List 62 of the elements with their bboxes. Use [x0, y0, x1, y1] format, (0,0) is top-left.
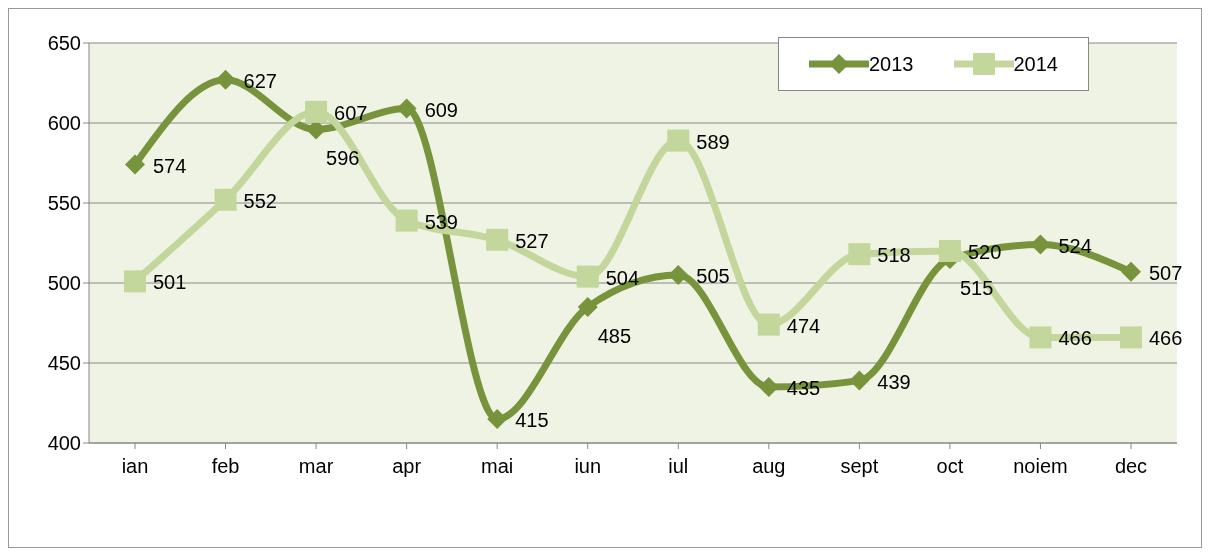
point — [576, 265, 599, 288]
x-tick-label: dec — [1114, 455, 1148, 478]
x-tick-label: feb — [211, 455, 240, 478]
point — [1030, 234, 1051, 255]
x-tick-label: iun — [574, 455, 602, 478]
y-tick-label: 400 — [47, 432, 81, 455]
data-label: 466 — [1149, 327, 1183, 350]
point — [396, 98, 417, 119]
y-tick-label: 600 — [47, 112, 81, 135]
point — [124, 270, 146, 293]
data-label: 596 — [326, 147, 360, 170]
point — [395, 209, 418, 232]
data-label: 552 — [243, 189, 277, 212]
data-label: 439 — [877, 370, 911, 393]
y-tick-label: 650 — [47, 32, 81, 55]
data-label: 609 — [424, 98, 459, 121]
data-label: 485 — [597, 325, 632, 347]
point — [1121, 261, 1141, 282]
point — [305, 100, 328, 123]
data-label: 507 — [1149, 261, 1183, 284]
point — [125, 154, 145, 175]
point — [215, 69, 236, 90]
point — [486, 228, 509, 251]
point — [1029, 326, 1052, 349]
data-label: 504 — [605, 266, 640, 289]
point — [667, 129, 690, 152]
legend-label: 2014 — [1013, 52, 1058, 76]
point — [938, 240, 961, 262]
x-tick-label: mai — [481, 455, 514, 478]
data-label: 527 — [515, 229, 549, 252]
data-label: 474 — [786, 314, 821, 337]
point — [1120, 326, 1142, 349]
data-label: 466 — [1058, 327, 1092, 350]
x-tick-label: apr — [392, 455, 422, 478]
x-tick-label: oct — [936, 455, 964, 478]
data-label: 607 — [334, 101, 368, 124]
data-label: 501 — [153, 271, 187, 294]
x-tick-label: ian — [121, 455, 149, 478]
point — [487, 409, 508, 429]
data-label: 515 — [959, 277, 994, 299]
legend-label: 2013 — [869, 52, 914, 76]
x-tick-label: sept — [840, 455, 879, 478]
point — [849, 370, 870, 391]
x-tick-label: aug — [752, 455, 786, 478]
data-label: 574 — [153, 154, 187, 177]
y-tick-label: 550 — [47, 192, 81, 215]
point — [757, 313, 780, 336]
data-label: 505 — [696, 265, 730, 287]
y-tick-label: 450 — [47, 352, 81, 375]
point — [668, 265, 689, 285]
point — [848, 243, 871, 266]
x-tick-label: mar — [298, 455, 334, 478]
point — [214, 188, 237, 211]
y-tick-label: 500 — [47, 272, 81, 295]
x-tick-label: iul — [668, 455, 689, 478]
x-tick-label: noiem — [1013, 455, 1068, 478]
data-label: 589 — [696, 130, 730, 153]
data-label: 518 — [877, 244, 911, 267]
point — [758, 377, 779, 397]
data-label: 415 — [515, 409, 549, 431]
data-label: 627 — [243, 69, 277, 92]
point — [577, 297, 598, 317]
